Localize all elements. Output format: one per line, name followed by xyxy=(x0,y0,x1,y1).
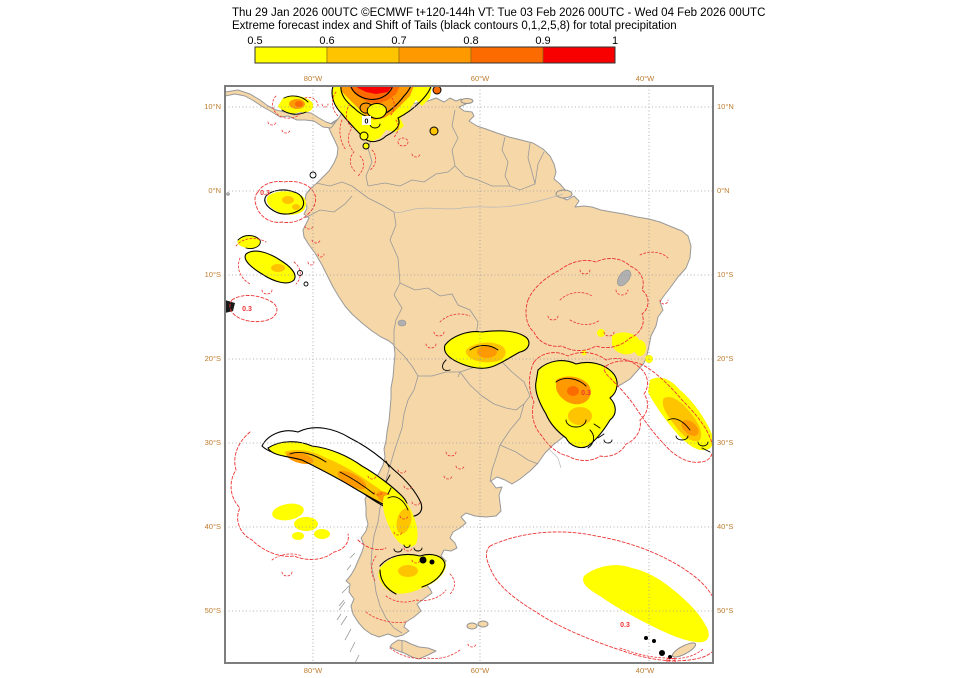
efi-patch-panama-colombia xyxy=(331,86,442,150)
colorbar-segment-4 xyxy=(542,46,616,64)
contour-label-03-ecuador: 0.3 xyxy=(260,190,270,197)
efi-patch-central-chile xyxy=(261,427,423,552)
efi-shading-layer xyxy=(225,86,713,659)
map-frame xyxy=(224,85,714,664)
lat-label-right-50s: 50°S xyxy=(717,606,733,615)
efi-patch-ecuador xyxy=(264,171,317,215)
colorbar-tick-3: 0.8 xyxy=(463,35,478,47)
efi-patch-atlantic-offshore xyxy=(611,332,713,453)
south-georgia-island xyxy=(671,642,697,658)
efi-patch-paraguay xyxy=(535,360,618,449)
tierra-del-fuego xyxy=(389,639,437,660)
sobradinho-reservoir xyxy=(617,269,631,287)
falkland-west-island xyxy=(466,622,478,630)
header-line2: Extreme forecast index and Shift of Tail… xyxy=(232,20,677,32)
header-line1: Thu 29 Jan 2026 00UTC ©ECMWF t+120-144h … xyxy=(232,7,765,19)
patagonia-fjords xyxy=(336,552,360,663)
contour-label-03-south-atlantic: 0.3 xyxy=(666,658,676,665)
lat-label-right-20s: 20°S xyxy=(717,354,733,363)
lat-label-right-40s: 40°S xyxy=(717,522,733,531)
lon-label-top-60w: 60°W xyxy=(471,74,490,83)
graticule-labels: 10°N 0°N 10°S 20°S 30°S 40°S 50°S 10°N 0… xyxy=(204,74,734,675)
falkland-east-island xyxy=(477,620,489,628)
contour-label-0-box xyxy=(362,116,371,125)
red-dashed-contours xyxy=(229,91,713,662)
contour-label-0-colombia: 0 xyxy=(365,119,369,126)
colorbar-segment-3 xyxy=(470,46,544,64)
central-america-landmass xyxy=(225,89,339,129)
colorbar-tick-0: 0.5 xyxy=(247,35,262,47)
efi-patch-costa-rica xyxy=(278,95,314,115)
lon-label-bottom-60w: 60°W xyxy=(471,666,490,675)
header: Thu 29 Jan 2026 00UTC ©ECMWF t+120-144h … xyxy=(232,7,765,32)
colorbar-tick-1: 0.6 xyxy=(319,35,334,47)
lat-label-right-30s: 30°S xyxy=(717,438,733,447)
colorbar: 0.5 0.6 0.7 0.8 0.9 1 xyxy=(247,35,618,64)
colorbar-border xyxy=(254,46,616,64)
contour-labels: 0.3 0 0.3 0.3 0.3 xyxy=(242,116,630,629)
efi-patch-peru-offshore xyxy=(225,235,309,313)
efi-patch-bolivia xyxy=(442,330,530,371)
lat-label-left-50s: 50°S xyxy=(205,606,221,615)
lon-label-top-80w: 80°W xyxy=(304,74,323,83)
lon-label-top-40w: 40°W xyxy=(636,74,655,83)
contour-label-03-peru: 0.3 xyxy=(242,306,252,313)
lat-label-right-10s: 10°S xyxy=(717,270,733,279)
graticule xyxy=(225,86,713,663)
trinidad-island xyxy=(460,98,474,104)
patos-lagoon xyxy=(548,448,562,469)
colorbar-segment-0 xyxy=(254,46,328,64)
lon-label-bottom-80w: 80°W xyxy=(304,666,323,675)
lat-label-left-0n: 0°N xyxy=(208,186,221,195)
colorbar-segment-2 xyxy=(398,46,472,64)
galapagos-islet xyxy=(226,192,230,196)
lat-label-left-10n: 10°N xyxy=(204,102,221,111)
lat-label-left-10s: 10°S xyxy=(205,270,221,279)
lat-label-right-10n: 10°N xyxy=(717,102,734,111)
lat-label-left-30s: 30°S xyxy=(205,438,221,447)
lat-label-left-40s: 40°S xyxy=(205,522,221,531)
lat-label-left-20s: 20°S xyxy=(205,354,221,363)
contour-label-03-paraguay: 0.3 xyxy=(581,390,591,397)
lat-label-right-0n: 0°N xyxy=(717,186,730,195)
colorbar-tick-4: 0.9 xyxy=(535,35,550,47)
marajo-island xyxy=(555,189,573,199)
lake-titicaca xyxy=(397,319,407,327)
lon-label-bottom-40w: 40°W xyxy=(636,666,655,675)
colorbar-tick-2: 0.7 xyxy=(391,35,406,47)
colorbar-segment-1 xyxy=(326,46,400,64)
colorbar-tick-5: 1 xyxy=(612,35,618,47)
efi-patch-santa-cruz xyxy=(378,544,446,595)
contour-label-03-atlantic-small: 0.3 xyxy=(620,622,630,629)
